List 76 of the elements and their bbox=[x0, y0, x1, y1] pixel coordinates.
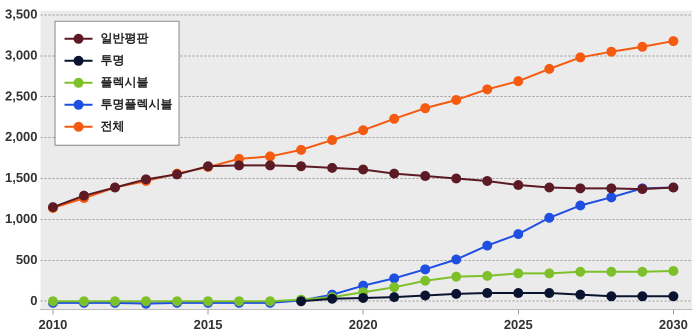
point bbox=[358, 164, 368, 175]
legend-label: 플렉시블 bbox=[100, 75, 149, 90]
point bbox=[482, 84, 492, 94]
point bbox=[513, 180, 524, 190]
x-tick-label: 2030 bbox=[658, 316, 688, 332]
point bbox=[78, 190, 89, 201]
point bbox=[451, 288, 462, 299]
point bbox=[451, 254, 462, 264]
point bbox=[544, 288, 554, 298]
point bbox=[358, 125, 368, 136]
x-tick-label: 2015 bbox=[194, 316, 223, 332]
point bbox=[327, 162, 338, 173]
point bbox=[544, 64, 554, 74]
point bbox=[637, 291, 648, 302]
point bbox=[606, 46, 616, 57]
point bbox=[482, 288, 492, 298]
point bbox=[327, 135, 338, 146]
point bbox=[265, 160, 276, 170]
y-tick-label: 1,500 bbox=[4, 170, 38, 186]
point bbox=[513, 268, 524, 278]
point bbox=[420, 290, 430, 300]
point bbox=[482, 270, 492, 281]
point bbox=[389, 114, 400, 124]
point bbox=[141, 296, 152, 306]
point bbox=[234, 160, 244, 170]
y-tick-label: 3,500 bbox=[4, 6, 38, 22]
y-tick-label: 500 bbox=[16, 252, 38, 267]
legend-label: 일반평판 bbox=[100, 31, 149, 46]
point bbox=[513, 229, 524, 240]
y-tick-label: 0 bbox=[30, 292, 38, 308]
point bbox=[451, 272, 462, 282]
point bbox=[296, 161, 306, 172]
point bbox=[544, 182, 554, 193]
point bbox=[668, 36, 678, 46]
x-tick-label: 2020 bbox=[348, 316, 378, 332]
point bbox=[420, 264, 430, 274]
point bbox=[389, 273, 400, 284]
point bbox=[575, 183, 586, 194]
legend-label: 투명플렉시블 bbox=[100, 97, 173, 112]
point bbox=[606, 266, 616, 277]
point bbox=[637, 42, 648, 52]
point bbox=[451, 94, 462, 105]
point bbox=[668, 291, 678, 302]
point bbox=[606, 291, 616, 302]
point bbox=[606, 192, 616, 202]
point bbox=[544, 212, 554, 223]
legend-label: 투명 bbox=[100, 53, 125, 68]
point bbox=[451, 174, 462, 184]
point bbox=[420, 103, 430, 114]
legend-label: 전체 bbox=[100, 119, 125, 134]
point bbox=[482, 176, 492, 186]
y-tick-label: 3,000 bbox=[4, 47, 38, 62]
point bbox=[513, 288, 524, 298]
point bbox=[482, 240, 492, 251]
point bbox=[513, 76, 524, 86]
y-tick-label: 2,500 bbox=[4, 88, 38, 104]
point bbox=[296, 144, 306, 155]
y-tick-label: 2,000 bbox=[4, 129, 38, 144]
point bbox=[637, 266, 648, 277]
point bbox=[389, 168, 400, 179]
x-tick-label: 2025 bbox=[504, 316, 533, 332]
point bbox=[420, 171, 430, 182]
point bbox=[575, 266, 586, 277]
y-tick-label: 1,000 bbox=[4, 210, 38, 226]
point bbox=[575, 290, 586, 300]
x-tick-label: 2010 bbox=[38, 316, 68, 332]
point bbox=[420, 276, 430, 286]
point bbox=[544, 268, 554, 278]
point bbox=[575, 52, 586, 62]
point bbox=[265, 151, 276, 162]
point bbox=[668, 266, 678, 276]
point bbox=[606, 183, 616, 194]
point bbox=[358, 292, 368, 303]
point bbox=[389, 292, 400, 302]
point bbox=[575, 200, 586, 211]
point bbox=[389, 282, 400, 292]
